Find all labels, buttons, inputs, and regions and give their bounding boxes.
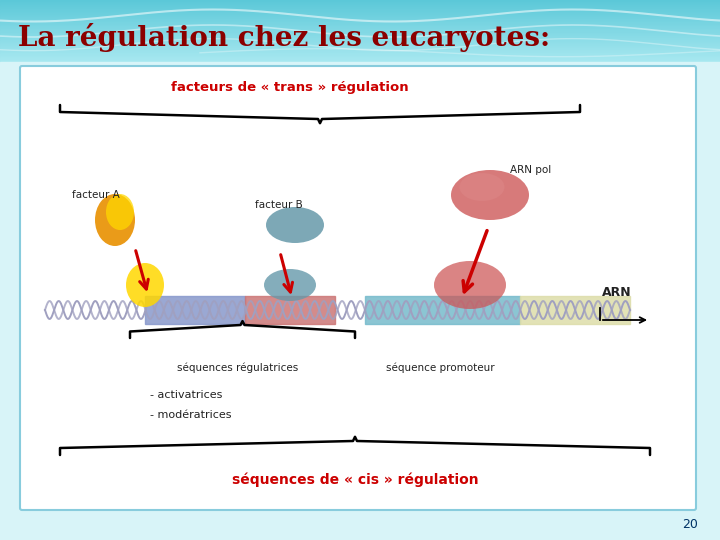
- Text: facteur B: facteur B: [255, 200, 302, 210]
- Text: - modératrices: - modératrices: [150, 410, 232, 420]
- Bar: [0, 10, 720, 11]
- Bar: [0, 37, 720, 38]
- Bar: [0, 44, 720, 45]
- Bar: [365, 296, 520, 324]
- Ellipse shape: [451, 170, 529, 220]
- Text: séquences régulatrices: séquences régulatrices: [177, 363, 299, 373]
- Bar: [0, 12, 720, 13]
- Bar: [520, 296, 630, 324]
- Bar: [0, 50, 720, 51]
- Bar: [0, 7, 720, 8]
- Bar: [0, 35, 720, 36]
- Bar: [0, 39, 720, 40]
- Bar: [0, 36, 720, 37]
- Text: 20: 20: [682, 518, 698, 531]
- Bar: [0, 48, 720, 49]
- Bar: [0, 22, 720, 23]
- Bar: [0, 38, 720, 39]
- Bar: [0, 20, 720, 21]
- Ellipse shape: [126, 263, 164, 307]
- Bar: [0, 14, 720, 15]
- Bar: [0, 23, 720, 24]
- Ellipse shape: [434, 261, 506, 309]
- Bar: [0, 59, 720, 60]
- Bar: [0, 11, 720, 12]
- Text: La régulation chez les eucaryotes:: La régulation chez les eucaryotes:: [18, 24, 550, 52]
- Bar: [0, 62, 720, 540]
- Bar: [0, 32, 720, 33]
- Bar: [0, 57, 720, 58]
- Bar: [0, 33, 720, 34]
- Bar: [0, 51, 720, 52]
- Bar: [0, 6, 720, 7]
- Text: ARN pol: ARN pol: [510, 165, 552, 175]
- Bar: [0, 2, 720, 3]
- Bar: [0, 58, 720, 59]
- Bar: [0, 19, 720, 20]
- Bar: [0, 40, 720, 41]
- Ellipse shape: [106, 194, 134, 230]
- Bar: [0, 60, 720, 61]
- Bar: [0, 5, 720, 6]
- Bar: [0, 41, 720, 42]
- Bar: [0, 4, 720, 5]
- Ellipse shape: [95, 194, 135, 246]
- Text: facteur A: facteur A: [72, 190, 120, 200]
- Bar: [0, 25, 720, 26]
- Bar: [0, 42, 720, 43]
- Bar: [0, 30, 720, 31]
- Bar: [0, 0, 720, 1]
- Bar: [145, 296, 245, 324]
- Bar: [0, 27, 720, 28]
- Text: - activatrices: - activatrices: [150, 390, 222, 400]
- Bar: [0, 54, 720, 55]
- Bar: [0, 61, 720, 62]
- Bar: [245, 296, 335, 324]
- Bar: [0, 17, 720, 18]
- Text: facteurs de « trans » régulation: facteurs de « trans » régulation: [171, 82, 409, 94]
- Bar: [0, 15, 720, 16]
- Bar: [0, 13, 720, 14]
- Bar: [0, 3, 720, 4]
- Text: ARN: ARN: [602, 286, 631, 299]
- Bar: [0, 1, 720, 2]
- Bar: [0, 45, 720, 46]
- Ellipse shape: [264, 269, 316, 301]
- Bar: [0, 56, 720, 57]
- Bar: [0, 53, 720, 54]
- Bar: [0, 29, 720, 30]
- Bar: [0, 8, 720, 9]
- Bar: [0, 31, 720, 32]
- Bar: [0, 9, 720, 10]
- Ellipse shape: [266, 207, 324, 243]
- Bar: [0, 18, 720, 19]
- Bar: [0, 55, 720, 56]
- Bar: [0, 24, 720, 25]
- Bar: [0, 43, 720, 44]
- Bar: [0, 16, 720, 17]
- Ellipse shape: [459, 173, 505, 201]
- Bar: [0, 49, 720, 50]
- Bar: [0, 34, 720, 35]
- Bar: [0, 28, 720, 29]
- Text: séquences de « cis » régulation: séquences de « cis » régulation: [232, 472, 478, 487]
- FancyBboxPatch shape: [20, 66, 696, 510]
- Bar: [0, 26, 720, 27]
- Bar: [0, 46, 720, 48]
- Bar: [0, 21, 720, 22]
- Text: séquence promoteur: séquence promoteur: [386, 363, 495, 373]
- Bar: [0, 52, 720, 53]
